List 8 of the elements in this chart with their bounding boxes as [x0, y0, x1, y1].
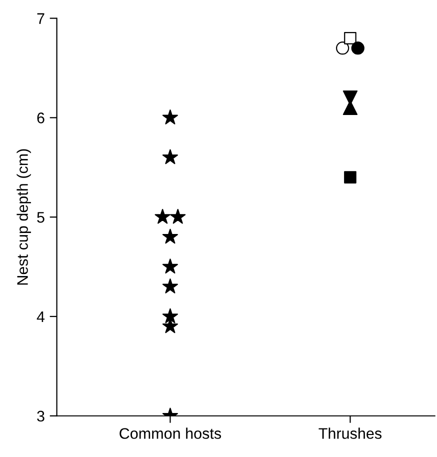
y-tick-label: 3	[37, 410, 44, 422]
y-tick-label: 5	[37, 212, 44, 223]
y-tick-label: 4	[36, 312, 45, 322]
x-tick-label: Common hosts	[120, 428, 222, 439]
y-tick-label: 6	[37, 112, 44, 124]
y-axis-title: Nest cup depth (cm)	[16, 149, 31, 285]
x-tick-label: Thrushes	[318, 428, 382, 439]
y-tick-label: 7	[37, 13, 44, 24]
